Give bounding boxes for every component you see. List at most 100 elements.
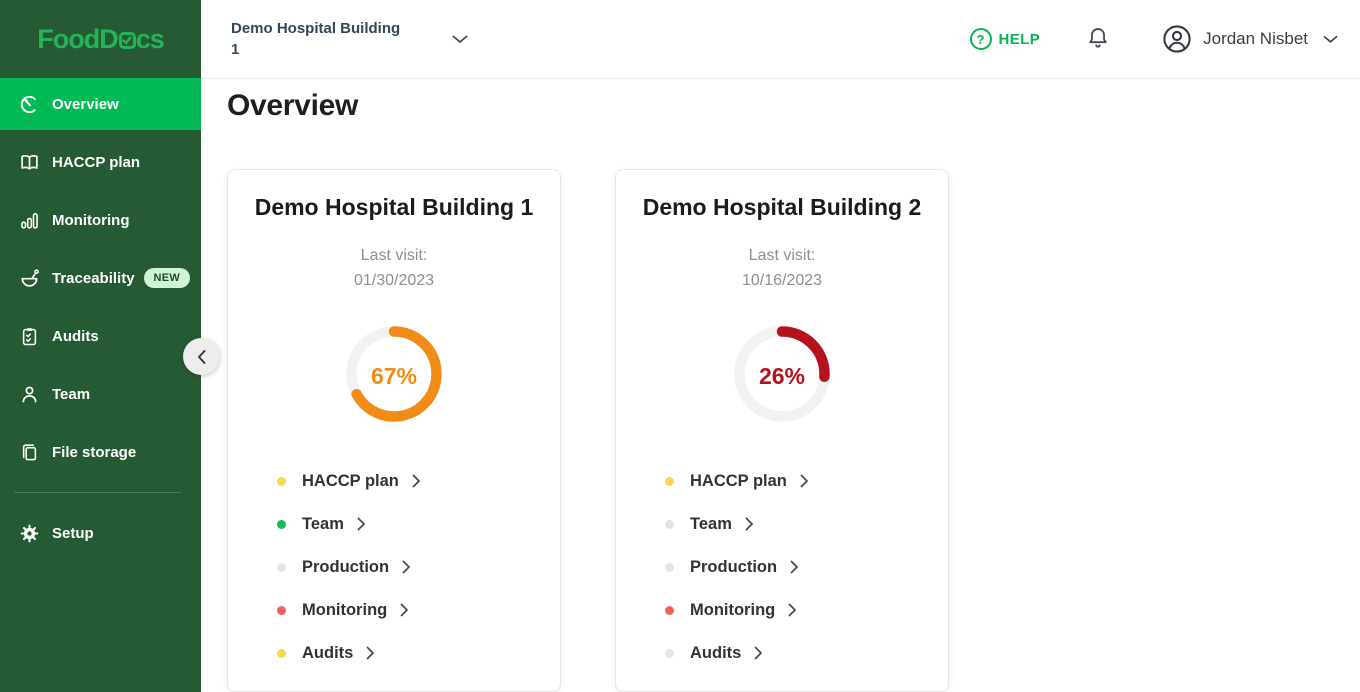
- notifications-bell-icon[interactable]: [1086, 26, 1110, 52]
- logo-suffix: cs: [135, 23, 165, 54]
- last-visit-date: 01/30/2023: [353, 272, 435, 289]
- sidebar-item-audits[interactable]: Audits: [0, 310, 201, 362]
- status-label: Monitoring: [302, 600, 388, 619]
- user-name: Jordan Nisbet: [1203, 29, 1308, 48]
- sidebar-item-label: Audits: [52, 327, 99, 345]
- workspace-name-line1: Demo Hospital Building: [231, 20, 401, 37]
- status-dot: [277, 476, 286, 486]
- content-area: Overview Demo Hospital Building 1 Last vi…: [201, 79, 1360, 692]
- sidebar-item-haccp-plan[interactable]: HACCP plan: [0, 136, 201, 188]
- sidebar-item-label: File storage: [52, 443, 137, 461]
- sidebar-item-monitoring[interactable]: Monitoring: [0, 194, 201, 246]
- site-card: Demo Hospital Building 1 Last visit: 01/30…: [227, 169, 561, 692]
- sidebar-item-label: Team: [52, 385, 91, 403]
- help-label: HELP: [998, 30, 1041, 48]
- chevron-right-icon: [357, 517, 366, 531]
- logo[interactable]: FoodD cs: [0, 0, 201, 78]
- bowl-icon: [18, 267, 40, 289]
- chevron-down-icon: [452, 35, 468, 44]
- chevron-right-icon: [800, 474, 809, 488]
- chevron-right-icon: [745, 517, 754, 531]
- status-item-monitoring[interactable]: Monitoring: [277, 598, 538, 622]
- status-dot: [665, 648, 674, 658]
- workspace-name-line2: 1: [231, 41, 240, 58]
- status-label: HACCP plan: [690, 471, 787, 490]
- chevron-right-icon: [754, 646, 763, 660]
- sidebar-item-team[interactable]: Team: [0, 368, 201, 420]
- status-item-team[interactable]: Team: [277, 512, 538, 536]
- help-button[interactable]: ? HELP: [969, 28, 1041, 50]
- chart-icon: [18, 209, 40, 231]
- page-title: Overview: [227, 89, 359, 122]
- book-icon: [18, 151, 40, 173]
- site-card-title: Demo Hospital Building 2: [642, 194, 922, 220]
- sidebar-item-label: Monitoring: [52, 211, 130, 229]
- status-item-production[interactable]: Production: [665, 555, 926, 579]
- status-label: Production: [690, 557, 778, 576]
- last-visit: Last visit: 10/16/2023: [638, 243, 926, 293]
- user-menu[interactable]: Jordan Nisbet: [1162, 24, 1338, 54]
- sidebar-item-label: HACCP plan: [52, 153, 141, 171]
- gauge-icon: [18, 93, 40, 115]
- status-item-audits[interactable]: Audits: [665, 641, 926, 665]
- chevron-right-icon: [790, 560, 799, 574]
- sidebar-item-traceability[interactable]: Traceability NEW: [0, 252, 201, 304]
- chevron-right-icon: [788, 603, 797, 617]
- status-dot: [277, 605, 286, 615]
- main-area: Demo Hospital Building 1 ? HELP Jordan N…: [201, 0, 1360, 692]
- status-dot: [277, 648, 286, 658]
- sidebar-item-setup[interactable]: Setup: [0, 507, 201, 559]
- last-visit-date: 10/16/2023: [741, 272, 823, 289]
- sidebar-item-label: Overview: [52, 95, 119, 113]
- sidebar: FoodD cs Overview HACCP plan Monitoring Trac…: [0, 0, 220, 692]
- status-item-monitoring[interactable]: Monitoring: [665, 598, 926, 622]
- site-card: Demo Hospital Building 2 Last visit: 10/16…: [615, 169, 949, 692]
- status-label: Production: [302, 557, 390, 576]
- status-label: Audits: [690, 643, 742, 662]
- last-visit: Last visit: 01/30/2023: [250, 243, 538, 293]
- progress-percent: 26%: [758, 363, 806, 389]
- status-item-haccp-plan[interactable]: HACCP plan: [277, 469, 538, 493]
- status-item-production[interactable]: Production: [277, 555, 538, 579]
- fooddocs-logo-text: FoodD cs: [37, 23, 165, 54]
- sidebar-divider: [14, 492, 181, 493]
- status-label: Audits: [302, 643, 354, 662]
- header-actions: ? HELP Jordan Nisbet: [969, 24, 1339, 54]
- chevron-right-icon: [400, 603, 409, 617]
- help-icon: ?: [969, 28, 992, 50]
- workspace-selector[interactable]: Demo Hospital Building 1: [231, 18, 468, 60]
- chevron-right-icon: [402, 560, 411, 574]
- status-dot: [665, 476, 674, 486]
- logo-prefix: FoodD: [37, 23, 118, 54]
- status-item-haccp-plan[interactable]: HACCP plan: [665, 469, 926, 493]
- chevron-down-icon: [1323, 35, 1338, 44]
- status-label: Team: [690, 514, 732, 533]
- progress-donut: 67%: [346, 326, 442, 427]
- status-label: Team: [302, 514, 344, 533]
- chevron-right-icon: [366, 646, 375, 660]
- person-icon: [18, 383, 40, 405]
- logo-check-icon: [118, 31, 136, 49]
- sidebar-nav: Overview HACCP plan Monitoring Traceability…: [0, 78, 201, 559]
- status-item-team[interactable]: Team: [665, 512, 926, 536]
- sidebar-item-label: Traceability: [52, 269, 135, 287]
- clipboard-icon: [18, 325, 40, 347]
- gear-icon: [18, 522, 40, 544]
- sidebar-item-label: Setup: [52, 524, 94, 542]
- status-dot: [277, 562, 286, 572]
- top-header: Demo Hospital Building 1 ? HELP Jordan N…: [201, 0, 1360, 79]
- status-item-audits[interactable]: Audits: [277, 641, 538, 665]
- sidebar-item-overview[interactable]: Overview: [0, 78, 201, 130]
- chevron-right-icon: [412, 474, 421, 488]
- workspace-name: Demo Hospital Building 1: [231, 18, 400, 60]
- site-cards-row: Demo Hospital Building 1 Last visit: 01/30…: [227, 169, 1360, 692]
- sidebar-collapse-button[interactable]: [183, 338, 220, 375]
- sidebar-item-file-storage[interactable]: File storage: [0, 426, 201, 478]
- chevron-left-icon: [196, 349, 207, 365]
- last-visit-label: Last visit:: [748, 247, 816, 264]
- status-list: HACCP plan Team Production Monitoring Audits: [638, 469, 926, 665]
- site-card-title: Demo Hospital Building 1: [254, 194, 534, 220]
- status-label: Monitoring: [690, 600, 776, 619]
- status-dot: [277, 519, 286, 529]
- new-badge: NEW: [143, 268, 191, 288]
